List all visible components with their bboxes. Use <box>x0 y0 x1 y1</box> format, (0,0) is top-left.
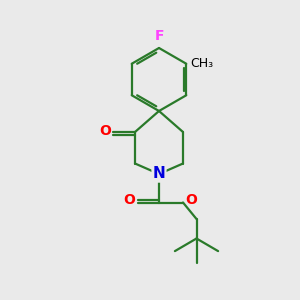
Text: CH₃: CH₃ <box>190 57 213 70</box>
Text: O: O <box>99 124 111 137</box>
Text: O: O <box>185 193 197 207</box>
Text: N: N <box>153 167 165 182</box>
Text: F: F <box>154 28 164 43</box>
Text: O: O <box>124 193 136 207</box>
